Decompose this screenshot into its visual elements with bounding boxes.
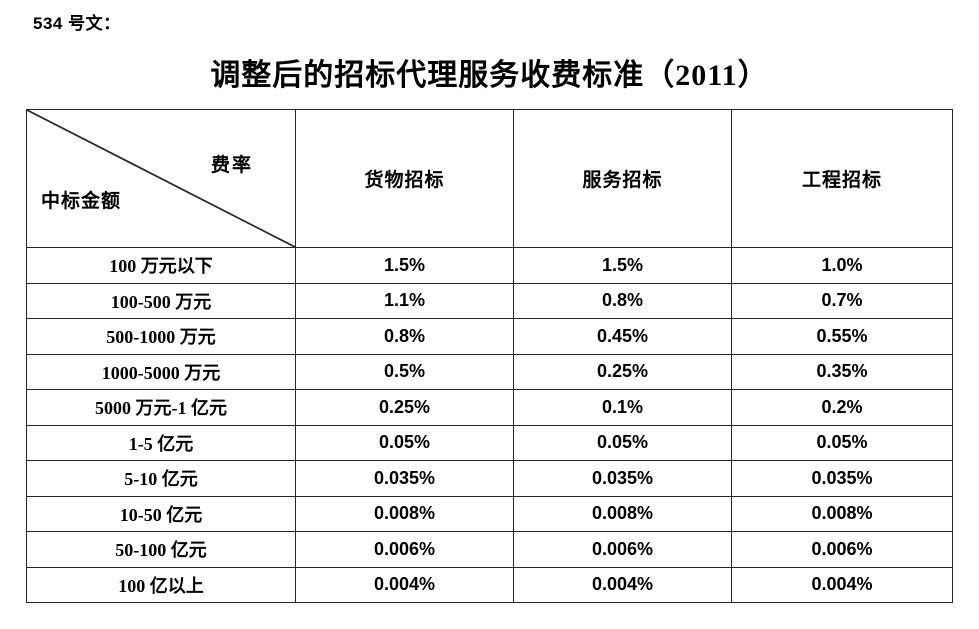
rate-cell: 0.05% bbox=[731, 424, 953, 461]
row-label: 100 万元以下 bbox=[26, 247, 296, 284]
rate-cell: 0.7% bbox=[731, 282, 953, 319]
table-row: 10-50 亿元 0.008% 0.008% 0.008% bbox=[26, 495, 953, 532]
column-header-engineering-bidding: 工程招标 bbox=[731, 109, 953, 248]
rate-cell: 0.004% bbox=[731, 566, 953, 603]
rate-cell: 0.05% bbox=[513, 424, 732, 461]
rate-cell: 0.45% bbox=[513, 318, 732, 355]
rate-cell: 0.008% bbox=[731, 495, 953, 532]
rate-cell: 0.1% bbox=[513, 389, 732, 426]
page-title: 调整后的招标代理服务收费标准（2011） bbox=[210, 59, 769, 92]
table-header-row: 费率 中标金额 货物招标 服务招标 工程招标 bbox=[26, 109, 953, 248]
rate-cell: 0.035% bbox=[295, 460, 514, 497]
rate-cell: 0.8% bbox=[295, 318, 514, 355]
rate-cell: 1.1% bbox=[295, 282, 514, 319]
row-label: 5000 万元-1 亿元 bbox=[26, 389, 296, 426]
rate-cell: 0.05% bbox=[295, 424, 514, 461]
rate-cell: 0.006% bbox=[295, 531, 514, 568]
table-row: 500-1000 万元 0.8% 0.45% 0.55% bbox=[26, 318, 953, 355]
rate-cell: 0.006% bbox=[513, 531, 732, 568]
table-row: 1000-5000 万元 0.5% 0.25% 0.35% bbox=[26, 353, 953, 390]
table-row: 5000 万元-1 亿元 0.25% 0.1% 0.2% bbox=[26, 389, 953, 426]
rate-cell: 0.25% bbox=[295, 389, 514, 426]
rate-cell: 0.008% bbox=[295, 495, 514, 532]
rate-cell: 0.004% bbox=[295, 566, 514, 603]
rate-cell: 0.55% bbox=[731, 318, 953, 355]
table-row: 100 亿以上 0.004% 0.004% 0.004% bbox=[26, 566, 953, 603]
row-label: 500-1000 万元 bbox=[26, 318, 296, 355]
fee-rate-table: 费率 中标金额 货物招标 服务招标 工程招标 100 万元以下 1.5% 1.5… bbox=[26, 109, 953, 603]
table-row: 100-500 万元 1.1% 0.8% 0.7% bbox=[26, 282, 953, 319]
rate-cell: 1.5% bbox=[295, 247, 514, 284]
row-label: 1-5 亿元 bbox=[26, 424, 296, 461]
document-number-label: 534 号文： bbox=[33, 14, 121, 33]
rate-cell: 0.35% bbox=[731, 353, 953, 390]
corner-header-cell: 费率 中标金额 bbox=[26, 109, 296, 248]
rate-cell: 0.5% bbox=[295, 353, 514, 390]
table-row: 5-10 亿元 0.035% 0.035% 0.035% bbox=[26, 460, 953, 497]
rate-cell: 0.035% bbox=[731, 460, 953, 497]
row-label: 100-500 万元 bbox=[26, 282, 296, 319]
row-label: 1000-5000 万元 bbox=[26, 353, 296, 390]
corner-label-bid-amount: 中标金额 bbox=[41, 191, 122, 212]
rate-cell: 0.004% bbox=[513, 566, 732, 603]
rate-cell: 0.2% bbox=[731, 389, 953, 426]
row-label: 5-10 亿元 bbox=[26, 460, 296, 497]
row-label: 100 亿以上 bbox=[26, 566, 296, 603]
rate-cell: 0.008% bbox=[513, 495, 732, 532]
row-label: 50-100 亿元 bbox=[26, 531, 296, 568]
rate-cell: 1.0% bbox=[731, 247, 953, 284]
table-row: 100 万元以下 1.5% 1.5% 1.0% bbox=[26, 247, 953, 284]
table-row: 1-5 亿元 0.05% 0.05% 0.05% bbox=[26, 424, 953, 461]
rate-cell: 0.8% bbox=[513, 282, 732, 319]
rate-cell: 0.25% bbox=[513, 353, 732, 390]
rate-cell: 0.035% bbox=[513, 460, 732, 497]
column-header-goods-bidding: 货物招标 bbox=[295, 109, 514, 248]
row-label: 10-50 亿元 bbox=[26, 495, 296, 532]
rate-cell: 0.006% bbox=[731, 531, 953, 568]
table-row: 50-100 亿元 0.006% 0.006% 0.006% bbox=[26, 531, 953, 568]
column-header-service-bidding: 服务招标 bbox=[513, 109, 732, 248]
diagonal-divider-line bbox=[27, 110, 295, 247]
rate-cell: 1.5% bbox=[513, 247, 732, 284]
corner-label-rate: 费率 bbox=[210, 155, 253, 176]
